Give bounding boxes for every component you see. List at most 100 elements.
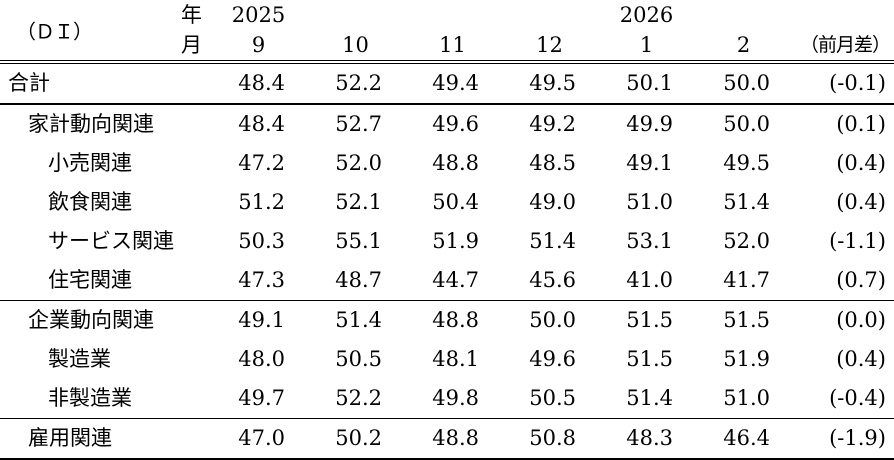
di-value: 47.0: [238, 426, 285, 450]
row-label: 合計: [8, 71, 50, 95]
di-value: 48.5: [529, 151, 576, 175]
row-label: 飲食関連: [48, 190, 132, 214]
month-header: 9: [251, 32, 266, 57]
di-value: 51.5: [626, 308, 673, 332]
diff-value: (0.4): [836, 347, 886, 371]
di-value: 48.8: [432, 308, 479, 332]
row-label: 雇用関連: [28, 426, 112, 450]
table-row: 住宅関連 47.3 48.7 44.7 45.6 41.0 41.7 (0.7): [0, 261, 894, 301]
di-value: 48.4: [238, 112, 285, 136]
di-value: 49.7: [238, 386, 285, 410]
di-value: 41.0: [626, 268, 673, 292]
table-row: 雇用関連 47.0 50.2 48.8 50.8 48.3 46.4 (-1.9…: [0, 419, 894, 458]
di-value: 50.3: [238, 229, 285, 253]
di-value: 52.7: [335, 112, 382, 136]
di-value: 48.8: [432, 426, 479, 450]
diff-value: (-1.1): [829, 229, 886, 253]
di-value: 48.1: [432, 347, 479, 371]
diff-value: (-0.4): [829, 386, 886, 410]
unit-label: （ＤＩ）: [16, 19, 93, 44]
table-header: （ＤＩ） 年 2025 2026 月 9 10 11 12 1 2 （前月差）: [0, 0, 894, 64]
di-value: 49.1: [238, 308, 285, 332]
row-label: 企業動向関連: [28, 308, 154, 332]
di-value: 46.4: [723, 426, 770, 450]
di-value: 52.2: [335, 71, 382, 95]
table-row: 小売関連 47.2 52.0 48.8 48.5 49.1 49.5 (0.4): [0, 144, 894, 183]
table-row: 合計 48.4 52.2 49.4 49.5 50.1 50.0 (-0.1): [0, 64, 894, 105]
month-axis-label: 月: [181, 32, 202, 57]
diff-column-header: （前月差）: [799, 33, 891, 56]
diff-value: (0.0): [836, 308, 886, 332]
di-value: 51.4: [335, 308, 382, 332]
di-value: 51.5: [723, 308, 770, 332]
year-row: 年 2025 2026: [0, 0, 894, 30]
month-header: 12: [536, 32, 563, 57]
di-value: 50.5: [529, 386, 576, 410]
month-header: 11: [439, 32, 466, 57]
di-value: 50.1: [626, 71, 673, 95]
di-value: 49.4: [432, 71, 479, 95]
di-value: 44.7: [432, 268, 479, 292]
row-label: 非製造業: [48, 386, 132, 410]
di-value: 52.2: [335, 386, 382, 410]
di-value: 52.1: [335, 190, 382, 214]
year-2025: 2025: [231, 2, 286, 27]
month-header: 1: [639, 32, 654, 57]
di-value: 50.2: [335, 426, 382, 450]
diff-value: (0.4): [836, 151, 886, 175]
di-value: 51.4: [626, 386, 673, 410]
row-label: 家計動向関連: [28, 112, 154, 136]
diff-value: (0.1): [836, 112, 886, 136]
table-body: 合計 48.4 52.2 49.4 49.5 50.1 50.0 (-0.1) …: [0, 64, 894, 460]
di-value: 51.0: [723, 386, 770, 410]
table-row: 非製造業 49.7 52.2 49.8 50.5 51.4 51.0 (-0.4…: [0, 379, 894, 419]
diff-value: (-0.1): [829, 71, 886, 95]
di-value: 49.1: [626, 151, 673, 175]
di-value: 49.5: [529, 71, 576, 95]
table-row: サービス関連 50.3 55.1 51.9 51.4 53.1 52.0 (-1…: [0, 222, 894, 261]
row-label: 住宅関連: [48, 268, 132, 292]
di-value: 50.4: [432, 190, 479, 214]
di-value: 48.3: [626, 426, 673, 450]
di-value: 49.2: [529, 112, 576, 136]
diff-value: (0.4): [836, 190, 886, 214]
di-value: 50.5: [335, 347, 382, 371]
row-label: 小売関連: [48, 151, 132, 175]
di-value: 51.0: [626, 190, 673, 214]
row-label: サービス関連: [48, 229, 174, 253]
table-row: 家計動向関連 48.4 52.7 49.6 49.2 49.9 50.0 (0.…: [0, 105, 894, 144]
di-value: 55.1: [335, 229, 382, 253]
month-row: 月 9 10 11 12 1 2 （前月差）: [0, 30, 894, 60]
di-value: 52.0: [335, 151, 382, 175]
di-value: 45.6: [529, 268, 576, 292]
di-value: 51.9: [432, 229, 479, 253]
di-value: 48.4: [238, 71, 285, 95]
table-row: 製造業 48.0 50.5 48.1 49.6 51.5 51.9 (0.4): [0, 340, 894, 379]
di-value: 50.0: [723, 112, 770, 136]
di-value: 51.9: [723, 347, 770, 371]
di-value: 49.6: [529, 347, 576, 371]
di-value: 49.5: [723, 151, 770, 175]
di-value: 41.7: [723, 268, 770, 292]
di-value: 52.0: [723, 229, 770, 253]
di-value: 51.4: [723, 190, 770, 214]
di-value: 51.4: [529, 229, 576, 253]
di-value: 48.8: [432, 151, 479, 175]
month-header: 10: [342, 32, 369, 57]
di-value: 51.2: [238, 190, 285, 214]
di-value: 51.5: [626, 347, 673, 371]
di-value: 47.3: [238, 268, 285, 292]
year-axis-label: 年: [181, 2, 202, 27]
table-row: 飲食関連 51.2 52.1 50.4 49.0 51.0 51.4 (0.4): [0, 183, 894, 222]
diff-value: (0.7): [836, 268, 886, 292]
di-value: 49.0: [529, 190, 576, 214]
table-row: 企業動向関連 49.1 51.4 48.8 50.0 51.5 51.5 (0.…: [0, 301, 894, 340]
di-value: 53.1: [626, 229, 673, 253]
di-value: 49.6: [432, 112, 479, 136]
row-label: 製造業: [48, 347, 111, 371]
di-value: 48.0: [238, 347, 285, 371]
month-header: 2: [736, 32, 751, 57]
di-value: 47.2: [238, 151, 285, 175]
diff-value: (-1.9): [829, 426, 886, 450]
